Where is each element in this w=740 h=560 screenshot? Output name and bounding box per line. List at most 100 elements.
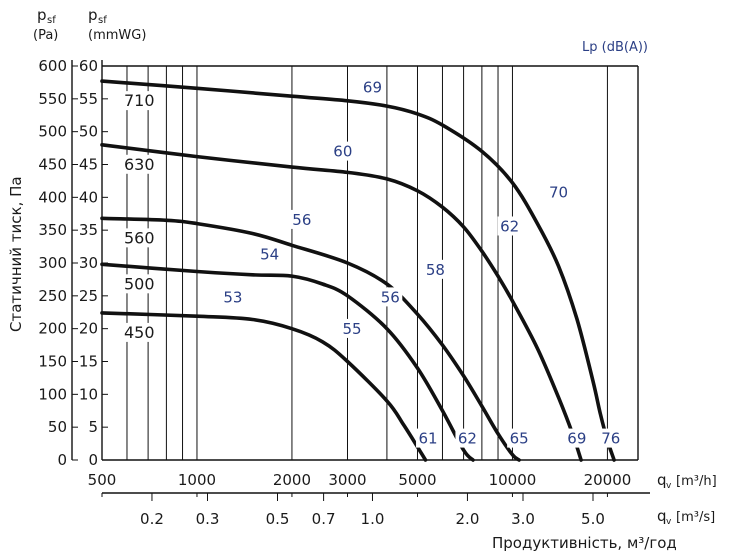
- noise-label-710: 69: [363, 78, 382, 96]
- pa-tick-label: 50: [48, 418, 67, 436]
- noise-label-bg: [416, 428, 441, 448]
- noise-label-bg: [220, 287, 245, 307]
- mmwg-tick-label: 35: [79, 221, 98, 239]
- noise-label-710: 70: [549, 183, 568, 201]
- mmwg-axis-symbol: p: [88, 6, 98, 24]
- labels-layer: 710 69 70 76 630 60 62 69 560 56 58 65 500 54 56 62 450 5…: [122, 77, 623, 448]
- m3s-tick-label: 0.7: [312, 510, 336, 528]
- noise-label-bg: [339, 318, 364, 338]
- series-label-bg: [122, 274, 156, 294]
- noise-label-500: 54: [260, 246, 279, 264]
- noise-header: Lp (dB(A)): [582, 40, 648, 55]
- series-label-bg: [122, 322, 156, 342]
- noise-label-500: 56: [381, 288, 400, 306]
- mmwg-tick-label: 10: [79, 385, 98, 403]
- mmwg-tick-label: 15: [79, 353, 98, 371]
- m3s-tick-label: 0.5: [266, 510, 290, 528]
- series-label-500: 500: [124, 274, 155, 293]
- noise-label-bg: [564, 428, 589, 448]
- noise-label-630: 60: [333, 143, 352, 161]
- series-label-450: 450: [124, 323, 155, 342]
- noise-label-bg: [330, 141, 355, 161]
- noise-label-bg: [378, 287, 403, 307]
- noise-label-450: 61: [418, 430, 437, 448]
- m3h-tick-label: 2000: [273, 471, 311, 489]
- noise-label-bg: [257, 244, 282, 264]
- noise-label-bg: [455, 428, 480, 448]
- m3h-tick-label: 3000: [328, 471, 366, 489]
- noise-label-630: 69: [567, 430, 586, 448]
- pa-tick-label: 250: [38, 287, 67, 305]
- pa-tick-label: 300: [38, 254, 67, 272]
- m3h-tick-label: 10000: [489, 471, 537, 489]
- curve-500: [100, 262, 475, 462]
- noise-label-560: 56: [292, 211, 311, 229]
- series-label-710: 710: [124, 91, 155, 110]
- noise-label-500: 62: [458, 430, 477, 448]
- mmwg-tick-label: 60: [79, 57, 98, 75]
- pa-tick-label: 150: [38, 353, 67, 371]
- curve-450: [100, 311, 428, 462]
- pa-axis-unit: (Pa): [33, 28, 58, 43]
- noise-label-bg: [423, 259, 448, 279]
- axes-layer: 0 50 100 150 200 250 300 350 400 450 500 550 600 0 5 10…: [38, 57, 650, 528]
- noise-label-bg: [546, 182, 571, 202]
- mmwg-axis-unit: (mmWG): [88, 28, 146, 43]
- mmwg-tick-label: 30: [79, 254, 98, 272]
- mmwg-tick-label: 50: [79, 123, 98, 141]
- m3s-tick-label: 2.0: [456, 510, 480, 528]
- noise-label-bg: [507, 428, 532, 448]
- x-axis-m3s-symbol: q: [657, 507, 667, 525]
- noise-label-630: 62: [500, 217, 519, 235]
- noise-label-bg: [497, 216, 522, 236]
- mmwg-tick-label: 25: [79, 287, 98, 305]
- pa-tick-label: 200: [38, 320, 67, 338]
- series-label-630: 630: [124, 155, 155, 174]
- pa-tick-label: 0: [57, 451, 67, 469]
- noise-label-bg: [360, 77, 385, 97]
- series-label-bg: [122, 228, 156, 248]
- noise-label-710: 76: [601, 430, 620, 448]
- x-axis-m3h-subscript: v: [666, 481, 672, 491]
- x-axis-m3s-unit: [m³/s]: [676, 510, 715, 525]
- series-label-bg: [122, 154, 156, 174]
- grid-layer: [126, 66, 608, 460]
- m3s-tick-label: 0.3: [196, 510, 220, 528]
- m3s-tick-label: 3.0: [511, 510, 535, 528]
- noise-label-450: 55: [342, 320, 361, 338]
- x-axis-title: Продуктивність, м³/год: [492, 534, 677, 552]
- mmwg-tick-label: 0: [88, 451, 98, 469]
- noise-label-560: 65: [510, 430, 529, 448]
- series-label-560: 560: [124, 228, 155, 247]
- m3h-tick-label: 5000: [398, 471, 436, 489]
- pa-tick-label: 600: [38, 57, 67, 75]
- pa-tick-label: 350: [38, 221, 67, 239]
- pa-axis-subscript: sf: [47, 15, 56, 26]
- mmwg-tick-label: 40: [79, 188, 98, 206]
- x-axis-m3s-subscript: v: [666, 517, 672, 527]
- pa-tick-label: 550: [38, 90, 67, 108]
- x-axis-m3h-symbol: q: [657, 471, 667, 489]
- pa-tick-label: 100: [38, 385, 67, 403]
- m3h-tick-label: 1000: [178, 471, 216, 489]
- curves-layer: [100, 79, 616, 462]
- series-label-bg: [122, 91, 156, 111]
- pa-tick-label: 450: [38, 156, 67, 174]
- noise-label-560: 58: [426, 261, 445, 279]
- curve-710: [100, 79, 616, 462]
- m3s-tick-label: 1.0: [361, 510, 385, 528]
- mmwg-axis-subscript: sf: [98, 15, 107, 26]
- curve-560: [100, 216, 521, 462]
- mmwg-tick-label: 5: [88, 418, 98, 436]
- mmwg-tick-label: 55: [79, 90, 98, 108]
- mmwg-tick-label: 45: [79, 156, 98, 174]
- x-axis-m3h-unit: [m³/h]: [676, 474, 717, 489]
- m3s-tick-label: 5.0: [581, 510, 605, 528]
- noise-label-450: 53: [223, 288, 242, 306]
- noise-label-bg: [598, 428, 623, 448]
- m3s-tick-label: 0.2: [140, 510, 164, 528]
- mmwg-tick-label: 20: [79, 320, 98, 338]
- pa-axis-symbol: p: [37, 6, 47, 24]
- m3h-tick-label: 20000: [584, 471, 632, 489]
